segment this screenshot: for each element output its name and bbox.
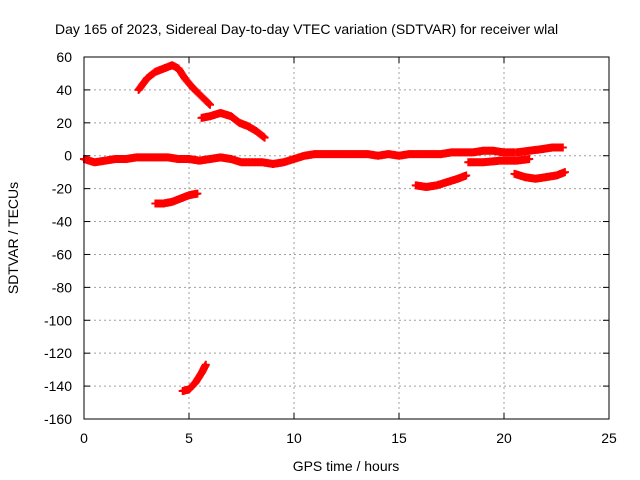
y-tick-label: -80 <box>52 279 72 295</box>
data-point <box>260 133 269 142</box>
x-axis-label: GPS time / hours <box>293 458 400 474</box>
series-track-21h <box>510 168 569 183</box>
series-track-16h <box>411 171 471 191</box>
y-tick-label: 60 <box>56 49 72 65</box>
plot-frame <box>83 56 610 420</box>
series-track-6h <box>197 108 269 142</box>
x-tick-label: 5 <box>185 430 193 446</box>
x-tick-label: 25 <box>601 430 617 446</box>
y-tick-label: 20 <box>56 115 72 131</box>
x-tick-label: 0 <box>80 430 88 446</box>
data-point <box>560 168 569 177</box>
data-point <box>201 360 210 369</box>
y-tick-label: -60 <box>52 246 72 262</box>
x-tick-label: 10 <box>286 430 302 446</box>
series-track-21h-pos <box>512 143 567 157</box>
axis-ticks: 0 5 10 15 20 25 60 40 20 0 -20 -40 -60 -80 -100 -120 -14… <box>44 49 617 446</box>
y-tick-label: -40 <box>52 214 72 230</box>
series-track-3h-neg <box>151 189 202 208</box>
x-tick-label: 15 <box>391 430 407 446</box>
data-point <box>193 189 202 198</box>
data-points <box>80 61 569 396</box>
series-main-track <box>80 146 519 168</box>
data-point <box>558 143 567 152</box>
y-tick-label: -20 <box>52 181 72 197</box>
y-tick-label: -100 <box>44 312 72 328</box>
x-tick-label: 20 <box>496 430 512 446</box>
chart-title: Day 165 of 2023, Sidereal Day-to-day VTE… <box>55 21 558 37</box>
y-axis-label: SDTVAR / TECUs <box>5 182 21 294</box>
data-point <box>206 100 214 109</box>
data-point <box>525 155 534 164</box>
grid-lines <box>84 57 609 419</box>
data-point <box>204 99 213 108</box>
series-track-5h-deep <box>178 360 210 396</box>
series-arc-high <box>134 61 214 109</box>
y-tick-label: -140 <box>44 378 72 394</box>
data-point <box>462 171 471 180</box>
y-tick-label: 0 <box>64 148 72 164</box>
y-tick-label: 40 <box>56 82 72 98</box>
series-track-18h <box>464 155 534 167</box>
y-tick-label: -160 <box>44 411 72 427</box>
y-tick-label: -120 <box>44 345 72 361</box>
